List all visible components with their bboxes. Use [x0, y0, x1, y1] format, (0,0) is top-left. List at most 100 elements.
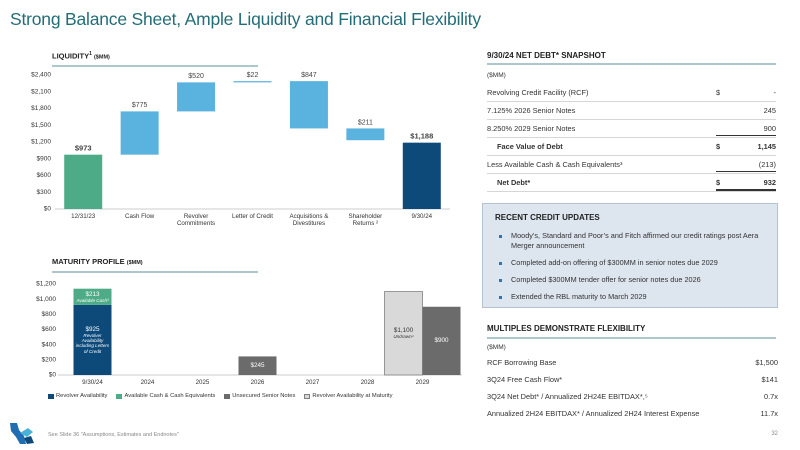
value-note: Undrawn⁴	[393, 334, 414, 340]
table-row: Net Debt* $932	[487, 174, 776, 192]
bar	[402, 142, 441, 209]
net-debt-table: ($MM) Revolving Credit Facility (RCF) $ - 7…	[487, 68, 776, 192]
section-title: MATURITY PROFILE ($MM)	[52, 257, 143, 266]
row-value: $141	[761, 375, 778, 384]
bullet-item: Completed $300MM tender offer for senior…	[483, 275, 777, 285]
total-rule	[716, 156, 776, 172]
bar-segment	[422, 306, 461, 375]
section-title-text: LIQUIDITY	[52, 51, 90, 61]
row-value: (213)	[758, 160, 776, 169]
y-tick-label: $1,200	[31, 139, 51, 146]
legend-item: Revolver Availability at Maturity	[304, 393, 393, 399]
value-label: $1,100	[393, 327, 414, 335]
y-tick-label: $2,400	[31, 72, 51, 79]
row-value: 245	[763, 106, 776, 115]
section-title: MULTIPLES DEMONSTRATE FLEXIBILITY	[487, 324, 646, 333]
table-row: 3Q24 Net Debt* / Annualized 2H24E EBITDA…	[487, 388, 778, 405]
bar	[289, 81, 328, 129]
row-value: -	[773, 88, 776, 97]
value-label: $900	[434, 337, 449, 345]
table-row: Revolving Credit Facility (RCF) $ -	[487, 84, 776, 102]
table-row: 7.125% 2026 Senior Notes 245	[487, 102, 776, 120]
legend-swatch	[116, 393, 123, 399]
bullet-item: Extended the RBL maturity to March 2029	[483, 292, 777, 302]
table-row: Less Available Cash & Cash Equivalents³ (…	[487, 156, 776, 174]
value-note: Available Cash³	[76, 297, 109, 303]
total-rule	[716, 174, 776, 191]
bar	[120, 111, 159, 155]
value-label: $22	[247, 72, 259, 79]
currency: $	[716, 88, 721, 97]
row-value: $1,500	[755, 358, 778, 367]
bar-segment	[238, 356, 277, 375]
row-label: Face Value of Debt	[497, 142, 563, 151]
bar-label-box: $925 Revolver Availability including Lett…	[74, 305, 112, 375]
x-tick-label: 2029	[415, 379, 430, 386]
y-tick-label: $1,200	[36, 281, 56, 288]
section-unit: ($MM)	[93, 54, 110, 61]
x-tick-label: 2026	[250, 379, 265, 386]
multiples-table: ($MM) RCF Borrowing Base $1,500 3Q24 Free …	[487, 341, 778, 422]
credit-updates-box: RECENT CREDIT UPDATES Moody’s, Standard …	[482, 203, 778, 308]
row-label: 8.250% 2029 Senior Notes	[487, 124, 576, 133]
box-title: RECENT CREDIT UPDATES	[495, 213, 600, 222]
bar-segment	[384, 291, 423, 376]
legend-item: Unsecured Senior Notes	[224, 393, 295, 399]
legend-label: Unsecured Senior Notes	[232, 393, 296, 399]
slide-title: Strong Balance Sheet, Ample Liquidity an…	[10, 9, 481, 29]
value-note: Revolver Availability including Letters …	[75, 332, 110, 354]
currency: $	[716, 178, 721, 187]
bullet-item: Completed add-on offering of $300MM in s…	[483, 258, 777, 268]
section-unit: ($MM)	[126, 260, 143, 266]
footer-note: See Slide 36 "Assumptions, Estimates and…	[48, 432, 179, 438]
value-label: $213	[85, 290, 100, 298]
y-tick-label: $2,100	[31, 88, 51, 95]
y-tick-label: $1,500	[31, 122, 51, 129]
bar-segment	[73, 304, 112, 375]
page-number: 32	[771, 431, 778, 437]
x-tick-label: Revolver Commitments	[176, 213, 216, 227]
row-label: 3Q24 Free Cash Flow*	[487, 375, 563, 384]
footnote-mark: 1	[89, 51, 92, 57]
value-label: $211	[358, 119, 373, 126]
y-tick-label: $200	[42, 357, 57, 364]
bar-label-box: $1,100 Undrawn⁴	[385, 292, 423, 375]
bar	[233, 81, 272, 83]
y-tick-label: $400	[42, 341, 57, 348]
value-label: $1,188	[410, 132, 433, 141]
table-row: 8.250% 2029 Senior Notes 900	[487, 120, 776, 138]
legend-item: Available Cash & Cash Equivalents	[116, 393, 215, 399]
legend: Revolver Availability Available Cash & Ca…	[48, 393, 393, 399]
value-label: $847	[301, 72, 317, 79]
row-label: RCF Borrowing Base	[487, 358, 557, 367]
x-tick-label: 9/30/24	[82, 379, 103, 386]
y-tick-label: $300	[37, 189, 52, 196]
x-tick-label: 2028	[360, 379, 375, 386]
row-value: 932	[763, 178, 776, 187]
section-title: LIQUIDITY1 ($MM)	[52, 51, 110, 61]
x-tick-label: Letter of Credit	[232, 213, 273, 220]
table-row: Face Value of Debt $1,145	[487, 138, 776, 156]
currency: $	[716, 142, 721, 151]
y-tick-label: $1,800	[31, 105, 51, 112]
x-tick-label: Cash Flow	[125, 213, 155, 220]
bar-label-box: $245	[239, 356, 277, 375]
y-tick-label: $600	[37, 172, 52, 179]
section-title-text: MATURITY PROFILE	[52, 257, 125, 266]
bar	[64, 154, 103, 209]
row-label: Annualized 2H24 EBITDAX* / Annualized 2H…	[487, 409, 700, 418]
bar-label-box: $900	[423, 307, 461, 375]
y-tick-label: $1,000	[36, 296, 56, 303]
table-unit: ($MM)	[487, 72, 506, 79]
logo-shape	[24, 436, 34, 444]
value-label: $245	[250, 362, 265, 370]
logo-shape	[20, 428, 33, 437]
legend-label: Revolver Availability at Maturity	[312, 393, 393, 399]
row-label: Revolving Credit Facility (RCF)	[487, 88, 589, 97]
x-tick-label: Shareholder Returns ²	[348, 213, 383, 227]
value-label: $973	[75, 144, 92, 153]
table-row: 3Q24 Free Cash Flow* $141	[487, 371, 778, 388]
x-tick-label: 12/31/23	[71, 213, 96, 220]
